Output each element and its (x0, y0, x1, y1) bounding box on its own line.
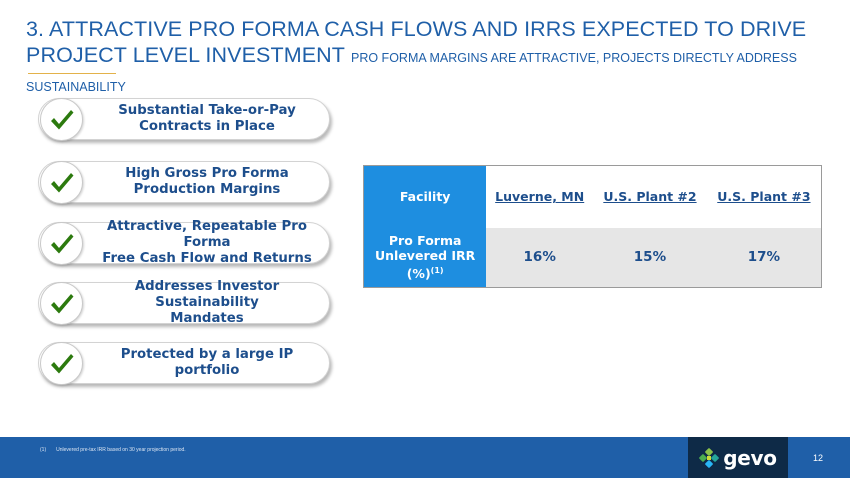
footer-bar: (1) Unlevered pre-tax IRR based on 30 yea… (0, 437, 850, 478)
column-luverne[interactable]: Luverne, MN (495, 189, 585, 205)
page-number: 12 (813, 453, 824, 463)
checkmark-icon (40, 222, 83, 265)
title-subtitle: PRO FORMA MARGINS ARE ATTRACTIVE, PROJEC… (26, 51, 797, 94)
gevo-logo: gevo (688, 437, 788, 478)
value-plant-3: 17% (706, 227, 822, 288)
slide-title: 3. ATTRACTIVE PRO FORMA CASH FLOWS AND I… (26, 16, 826, 100)
checkmark-icon (40, 282, 83, 325)
point-take-or-pay: Substantial Take-or-Pay Contracts in Plac… (38, 98, 330, 141)
point-label: High Gross Pro Forma Production Margins (125, 166, 289, 197)
value-luverne: 16% (486, 227, 594, 288)
point-label: Substantial Take-or-Pay Contracts in Plac… (118, 103, 296, 134)
point-label: Addresses Investor Sustainability Mandate… (134, 279, 280, 326)
table-header-facility: Facility (363, 165, 487, 228)
gevo-leaf-icon (699, 447, 720, 468)
value-plant-2: 15% (593, 227, 707, 288)
checkmark-icon (40, 342, 83, 385)
logo-wordmark: gevo (723, 445, 777, 470)
point-ip-portfolio: Protected by a large IP portfolio (38, 342, 330, 385)
point-free-cash-flow: Attractive, Repeatable Pro Forma Free Cas… (38, 219, 330, 266)
table-row: Pro Forma Unlevered IRR (%)(1) 16% 15% 1… (363, 227, 822, 288)
checkmark-icon (40, 161, 83, 204)
point-gross-margins: High Gross Pro Forma Production Margins (38, 161, 330, 204)
table-header-row: Facility Luverne, MN U.S. Plant #2 U.S. … (363, 165, 822, 228)
checkmark-icon (40, 98, 83, 141)
column-plant-3[interactable]: U.S. Plant #3 (717, 189, 811, 205)
irr-table: Facility Luverne, MN U.S. Plant #2 U.S. … (363, 165, 822, 288)
column-plant-2[interactable]: U.S. Plant #2 (603, 189, 697, 205)
title-main: 3. ATTRACTIVE PRO FORMA CASH FLOWS AND I… (26, 17, 807, 67)
point-label: Protected by a large IP portfolio (120, 347, 294, 378)
point-sustainability: Addresses Investor Sustainability Mandate… (38, 279, 330, 326)
footnote: (1) Unlevered pre-tax IRR based on 30 yea… (40, 447, 186, 453)
row-label-irr: Pro Forma Unlevered IRR (%)(1) (363, 227, 487, 288)
point-label: Attractive, Repeatable Pro Forma Free Cas… (102, 219, 312, 266)
footnote-marker: (1) (430, 266, 444, 276)
title-underline (28, 73, 116, 74)
